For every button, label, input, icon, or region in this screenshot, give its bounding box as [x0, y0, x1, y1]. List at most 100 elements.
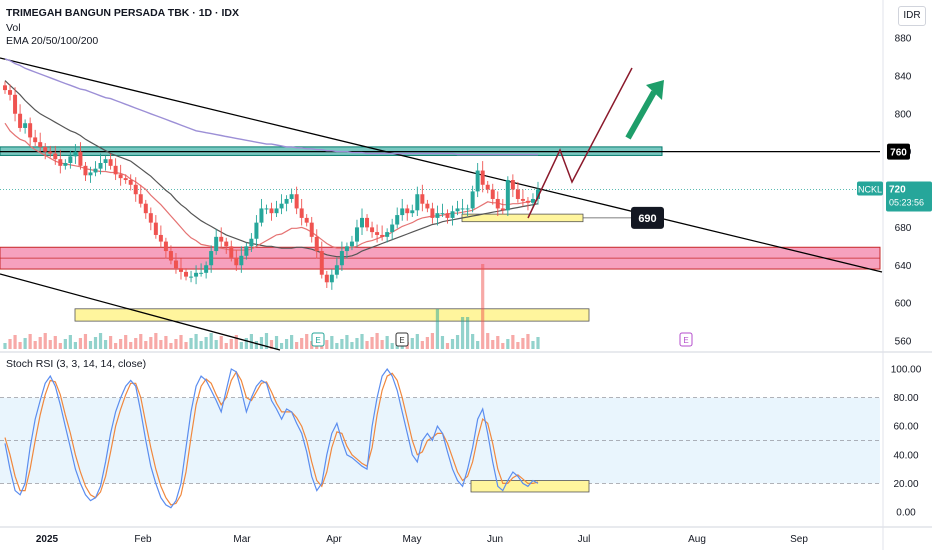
candle-body [455, 208, 460, 212]
volume-bar [53, 336, 57, 349]
volume-bar [209, 333, 213, 349]
candle-body [83, 165, 88, 176]
time-axis-label: Apr [326, 534, 342, 545]
candle-body [138, 194, 143, 204]
volume-bar [18, 342, 22, 349]
candle-body [8, 90, 13, 95]
candle-body [229, 246, 234, 258]
volume-bar [340, 339, 344, 349]
volume-bar [219, 336, 223, 349]
volume-bar [174, 339, 178, 349]
candle-body [520, 198, 525, 201]
volume-bar [284, 339, 289, 349]
volume-bar [28, 334, 32, 349]
candle-body [189, 276, 194, 278]
volume-bar [244, 338, 248, 349]
candle-body [63, 162, 68, 166]
stoch-rsi-title: Stoch RSI (3, 3, 14, 14, close) [6, 358, 147, 370]
volume-bar [234, 335, 238, 349]
price-axis-tick: 560 [895, 337, 912, 348]
volume-bar [300, 338, 304, 349]
candle-body [48, 151, 53, 154]
candle-body [264, 208, 269, 210]
price-axis-tick: 680 [895, 223, 912, 234]
earnings-marker-label: E [683, 336, 688, 345]
volume-bar [410, 338, 414, 349]
volume-bar [445, 343, 450, 349]
descending-trendline-upper [0, 57, 883, 273]
volume-bar [239, 342, 243, 349]
time-axis-label: May [403, 534, 422, 545]
candle-body [158, 234, 163, 242]
volume-bar [511, 335, 515, 349]
volume-bar [73, 342, 77, 349]
candle-body [78, 151, 83, 166]
volume-bar [103, 340, 108, 349]
candle-body [68, 156, 73, 163]
volume-bar [345, 335, 349, 349]
time-axis-label: Jun [487, 534, 503, 545]
volume-bar [249, 334, 253, 349]
volume-bar [466, 317, 470, 349]
candle-body [415, 194, 420, 211]
candle-body [395, 215, 400, 225]
resistance-price-tag [887, 143, 910, 160]
volume-bar [13, 335, 17, 349]
volume-bar [335, 343, 339, 349]
rsi-axis-tick: 20.00 [893, 479, 918, 490]
volume-bar [189, 338, 193, 349]
volume-bar [435, 309, 440, 349]
candle-body [88, 172, 93, 176]
candle-body [480, 170, 485, 185]
volume-bar [279, 343, 284, 349]
currency-button[interactable]: IDR [898, 6, 926, 26]
volume-bar [476, 341, 480, 349]
volume-bar [420, 341, 424, 349]
volume-bar [93, 337, 98, 349]
volume-bar [259, 337, 264, 349]
candle-body [329, 274, 334, 283]
candle-body [93, 168, 98, 173]
candle-body [339, 251, 344, 266]
volume-bar [164, 336, 168, 349]
resistance-price-label: 760 [890, 148, 907, 159]
candle-body [249, 238, 254, 247]
candle-body [370, 227, 375, 233]
candle-body [269, 208, 274, 214]
volume-bar [355, 338, 359, 349]
rsi-axis-tick: 0.00 [896, 508, 916, 519]
candle-body [410, 210, 415, 214]
candle-body [184, 271, 189, 277]
candle-body [495, 198, 500, 209]
candle-body [505, 180, 510, 211]
candle-body [199, 272, 204, 274]
volume-bar [501, 343, 505, 349]
volume-bar [58, 343, 62, 349]
volume-bar [139, 334, 143, 349]
candle-body [470, 191, 475, 209]
ema20-line [4, 122, 539, 251]
candle-body [133, 184, 138, 195]
volume-bar [496, 336, 500, 349]
volume-bar [98, 333, 103, 349]
candle-body [375, 232, 380, 235]
earnings-marker[interactable] [311, 332, 325, 347]
candle-body [33, 137, 38, 143]
last-price-tag [886, 181, 932, 212]
volume-bar [184, 342, 188, 349]
candle-body [13, 94, 18, 114]
earnings-marker[interactable] [395, 332, 409, 347]
candle-body [98, 162, 103, 169]
volume-bar [360, 334, 364, 349]
candle-body [450, 211, 455, 218]
earnings-marker[interactable] [679, 332, 693, 347]
candle-body [284, 198, 289, 204]
volume-bar [460, 317, 465, 349]
candle-body [178, 268, 183, 272]
candle-body [445, 213, 450, 218]
candle-body [234, 257, 239, 266]
candle-body [440, 213, 445, 215]
time-axis-label: 2025 [36, 534, 59, 545]
highlight-zone-lower [74, 308, 590, 322]
